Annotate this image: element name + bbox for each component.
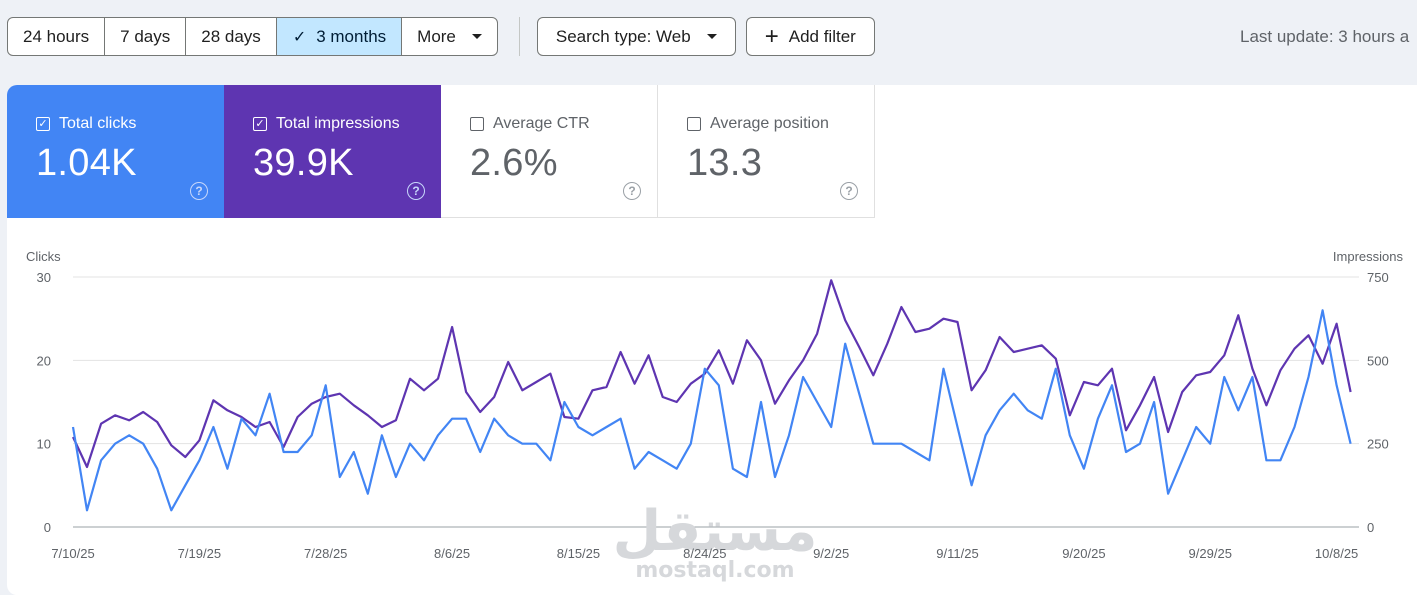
metric-average-position[interactable]: Average position 13.3 ? — [658, 85, 875, 218]
range-3-months-button[interactable]: ✓ 3 months — [276, 18, 403, 55]
dropdown-arrow-icon — [706, 34, 717, 39]
impressions-series-line — [72, 279, 1352, 469]
metric-label: Total impressions — [276, 115, 400, 132]
chart-grid — [73, 276, 1359, 528]
checkbox-checked-icon[interactable]: ✓ — [36, 117, 50, 131]
y-right-tick-label: 500 — [1367, 353, 1389, 368]
y-right-tick-label: 750 — [1367, 270, 1389, 285]
range-7-days-button[interactable]: 7 days — [105, 18, 187, 55]
metric-label: Total clicks — [59, 115, 137, 132]
x-tick-label: 9/29/25 — [1189, 546, 1232, 561]
watermark-arabic: مستقل — [613, 499, 818, 564]
y-tick-label: 30 — [37, 270, 51, 285]
last-update-text: Last update: 3 hours a — [1240, 27, 1410, 46]
x-tick-label: 9/11/25 — [936, 546, 978, 561]
range-28-days-button[interactable]: 28 days — [186, 18, 277, 55]
range-24-hours-button[interactable]: 24 hours — [8, 18, 106, 55]
performance-chart: مستقل mostaql.com 30 750 20 500 10 250 0 0 Click… — [26, 249, 1404, 583]
metric-tiles: ✓ Total clicks 1.04K ? ✓ Total impressions… — [7, 85, 1417, 218]
y-right-tick-label: 0 — [1367, 520, 1374, 535]
metric-label: Average CTR — [493, 115, 590, 132]
plus-icon: + — [764, 22, 779, 50]
range-3-months-label: 3 months — [316, 26, 387, 46]
x-tick-label: 8/6/25 — [434, 546, 470, 561]
x-tick-label: 7/28/25 — [304, 546, 347, 561]
chart-labels: 30 750 20 500 10 250 0 0 Clicks Impressions 7/10/2… — [26, 249, 1404, 561]
help-icon[interactable]: ? — [407, 182, 425, 200]
checkbox-unchecked-icon[interactable] — [470, 117, 484, 131]
metric-value: 13.3 — [687, 142, 763, 184]
checkbox-checked-icon[interactable]: ✓ — [253, 117, 267, 131]
x-tick-label: 7/19/25 — [178, 546, 221, 561]
range-more-label: More — [417, 26, 456, 46]
metric-label: Average position — [710, 115, 829, 132]
search-type-label: Search type: Web — [555, 26, 691, 46]
performance-card: ✓ Total clicks 1.04K ? ✓ Total impressions… — [7, 85, 1417, 595]
check-icon: ✓ — [292, 28, 307, 46]
help-icon[interactable]: ? — [190, 182, 208, 200]
y-tick-label: 10 — [37, 437, 51, 452]
x-tick-label: 8/24/25 — [683, 546, 726, 561]
add-filter-label: Add filter — [788, 26, 856, 46]
metric-average-ctr[interactable]: Average CTR 2.6% ? — [441, 85, 658, 218]
metric-total-impressions[interactable]: ✓ Total impressions 39.9K ? — [224, 85, 441, 218]
dropdown-arrow-icon — [471, 34, 482, 39]
metric-total-clicks[interactable]: ✓ Total clicks 1.04K ? — [7, 85, 224, 218]
toolbar-divider — [518, 17, 520, 56]
range-more-button[interactable]: More — [402, 18, 497, 55]
y-right-tick-label: 250 — [1367, 437, 1389, 452]
help-icon[interactable]: ? — [623, 182, 641, 200]
y-right-axis-label: Impressions — [1333, 249, 1404, 264]
y-tick-label: 20 — [37, 353, 51, 368]
search-type-dropdown[interactable]: Search type: Web — [536, 17, 736, 56]
y-axis-label: Clicks — [26, 249, 61, 264]
toolbar: 24 hours 7 days 28 days ✓ 3 months More S… — [7, 17, 875, 56]
x-tick-label: 9/2/25 — [813, 546, 849, 561]
watermark-text: mostaql.com — [635, 558, 794, 583]
x-tick-label: 7/10/25 — [51, 546, 94, 561]
metric-value: 1.04K — [36, 142, 137, 184]
date-range-selector: 24 hours 7 days 28 days ✓ 3 months More — [7, 17, 498, 56]
chart-series — [71, 279, 1352, 512]
x-tick-label: 9/20/25 — [1062, 546, 1105, 561]
y-tick-label: 0 — [44, 520, 51, 535]
add-filter-button[interactable]: + Add filter — [745, 17, 875, 56]
help-icon[interactable]: ? — [840, 182, 858, 200]
x-tick-label: 10/8/25 — [1315, 546, 1358, 561]
watermark: مستقل mostaql.com — [613, 499, 818, 583]
x-tick-label: 8/15/25 — [557, 546, 600, 561]
metric-value: 2.6% — [470, 142, 558, 184]
metric-value: 39.9K — [253, 142, 354, 184]
clicks-series-line — [71, 309, 1352, 512]
checkbox-unchecked-icon[interactable] — [687, 117, 701, 131]
